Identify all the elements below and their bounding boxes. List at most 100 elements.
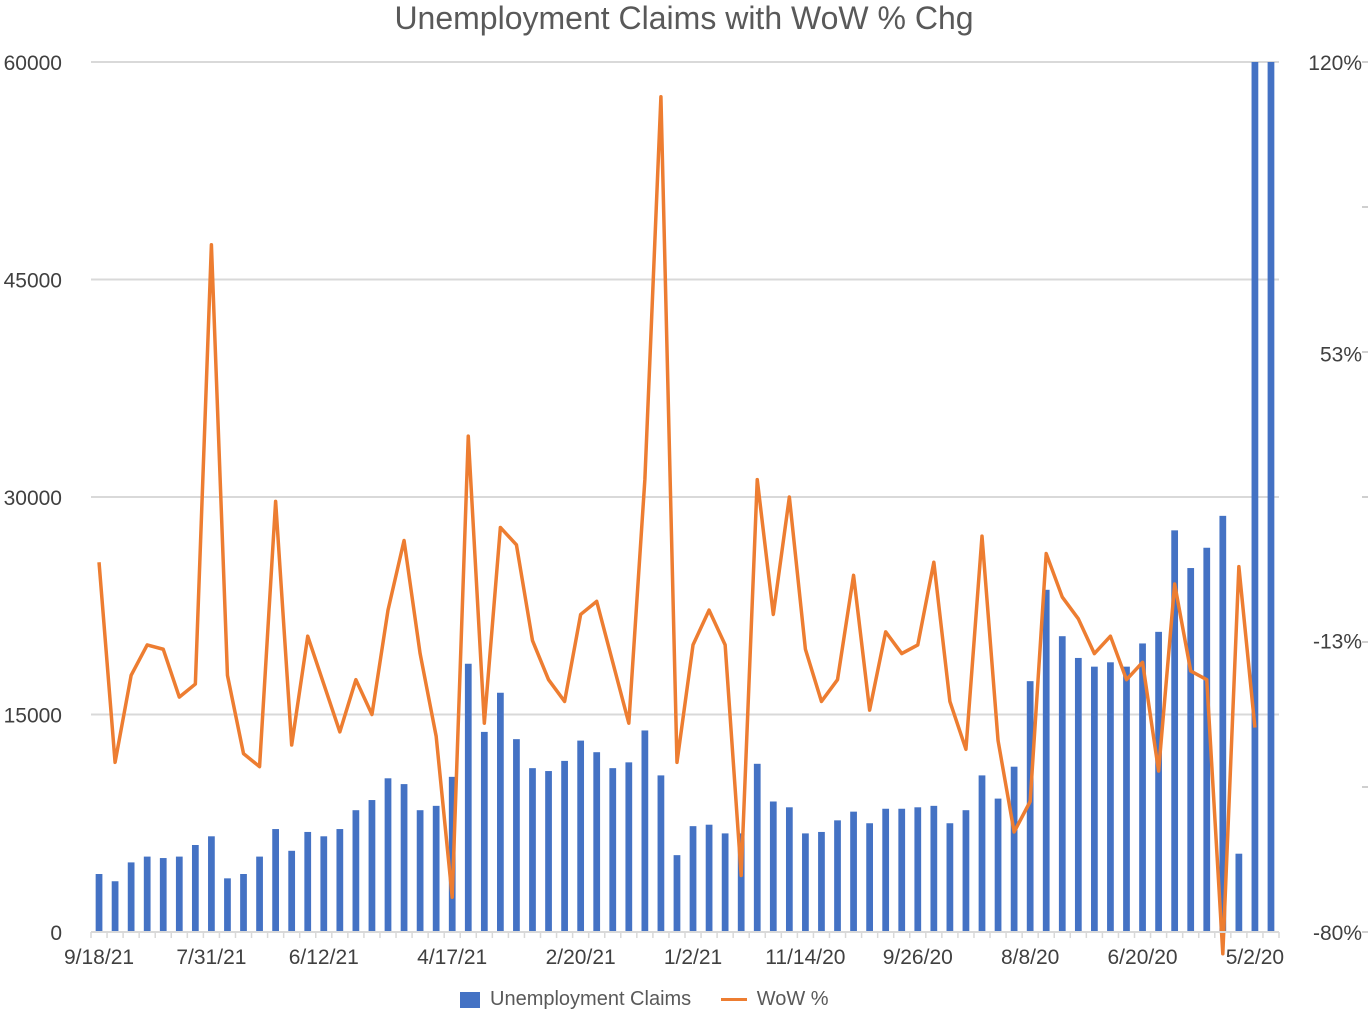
claims-bar xyxy=(432,805,440,932)
claims-bar xyxy=(336,829,344,932)
right-tick-label: -13% xyxy=(1313,631,1362,654)
legend: Unemployment Claims WoW % xyxy=(460,988,853,1011)
x-tick-label: 9/18/21 xyxy=(64,946,134,969)
left-tick-label: 60000 xyxy=(4,52,62,75)
legend-item-claims: Unemployment Claims xyxy=(460,988,691,1011)
claims-bar xyxy=(272,829,279,932)
claims-bar xyxy=(802,833,809,932)
legend-swatch-claims xyxy=(460,991,480,1008)
x-tick-label: 6/20/20 xyxy=(1108,946,1178,969)
claims-bar xyxy=(191,845,199,932)
right-tick-label: -80% xyxy=(1313,922,1362,945)
x-tick-label: 1/2/21 xyxy=(664,946,722,969)
claims-bar xyxy=(208,836,215,932)
claims-bar xyxy=(705,824,713,932)
claims-bar xyxy=(545,771,552,932)
x-axis: 9/18/21 7/31/21 6/12/21 4/17/21 2/20/21 1/2/2… xyxy=(64,931,1284,969)
claims-bar xyxy=(609,768,617,932)
gridlines xyxy=(91,61,1279,933)
x-tick-label: 4/17/21 xyxy=(417,946,487,969)
claims-bar xyxy=(689,826,697,932)
claims-bar xyxy=(914,807,922,932)
claims-bar xyxy=(737,833,745,932)
claims-bar xyxy=(480,731,488,932)
claims-bar xyxy=(785,807,793,932)
claims-bar xyxy=(753,763,761,932)
claims-bar xyxy=(625,762,633,932)
claims-bar xyxy=(159,858,167,932)
claims-bar xyxy=(288,850,296,932)
claims-bar xyxy=(513,739,520,932)
legend-swatch-wow xyxy=(720,998,747,1002)
x-tick-label: 8/8/20 xyxy=(1001,946,1059,969)
left-tick-label: 30000 xyxy=(4,487,62,510)
right-tick-label: 120% xyxy=(1308,52,1362,75)
claims-bar xyxy=(464,663,472,932)
left-tick-label: 15000 xyxy=(4,705,62,728)
x-tick-label: 11/14/20 xyxy=(765,946,845,969)
claims-bar xyxy=(866,823,873,932)
left-tick-label: 45000 xyxy=(4,270,62,293)
claims-bar xyxy=(1187,568,1195,932)
claims-bar xyxy=(320,836,328,932)
claims-bar xyxy=(529,768,536,932)
claims-bar xyxy=(898,808,906,932)
claims-bars xyxy=(95,62,1275,932)
claims-bar xyxy=(1010,766,1018,932)
claims-bar xyxy=(1123,666,1130,932)
claims-bar xyxy=(1203,547,1211,932)
claims-bar xyxy=(593,752,601,932)
claims-bar xyxy=(673,855,681,932)
right-axis-ticks: -80% -13% 53% 120% xyxy=(1308,52,1368,945)
x-tick-label: 6/12/21 xyxy=(289,946,359,969)
legend-label-claims: Unemployment Claims xyxy=(490,988,692,1010)
claims-bar xyxy=(818,831,825,932)
claims-bar xyxy=(834,820,841,932)
claims-bar xyxy=(384,778,392,932)
x-tick-label: 5/2/20 xyxy=(1226,946,1284,969)
claims-bar xyxy=(240,874,247,932)
claims-bar xyxy=(850,811,857,932)
claims-bar xyxy=(111,881,119,932)
claims-bar xyxy=(1235,853,1243,932)
claims-bar xyxy=(577,740,585,932)
legend-item-wow: WoW % xyxy=(720,988,829,1011)
claims-bar xyxy=(1091,666,1098,932)
claims-bar xyxy=(175,856,183,932)
claims-bar xyxy=(978,775,986,932)
claims-bar xyxy=(930,805,938,932)
claims-bar xyxy=(143,856,151,932)
right-tick-label: 53% xyxy=(1320,343,1362,366)
claims-bar xyxy=(1267,62,1275,932)
claims-bar xyxy=(1219,515,1227,932)
claims-bar xyxy=(882,808,890,932)
claims-bar xyxy=(994,798,1002,932)
claims-bar xyxy=(256,856,263,932)
claims-bar xyxy=(641,730,649,932)
claims-bar xyxy=(224,878,231,932)
claims-bar xyxy=(946,823,954,932)
chart-title: Unemployment Claims with WoW % Chg xyxy=(394,0,974,36)
x-tick-label: 9/26/20 xyxy=(883,946,953,969)
claims-bar xyxy=(127,862,135,932)
claims-bar xyxy=(1058,636,1066,932)
legend-label-wow: WoW % xyxy=(756,988,829,1010)
claims-bar xyxy=(1074,657,1082,932)
claims-bar xyxy=(721,833,729,932)
left-axis-ticks: 0 15000 30000 45000 60000 xyxy=(4,52,62,945)
claims-bar xyxy=(657,775,665,932)
claims-bar xyxy=(497,692,504,932)
claims-bar xyxy=(1139,643,1146,932)
claims-bar xyxy=(1171,530,1179,932)
x-tick-label: 7/31/21 xyxy=(176,946,246,969)
claims-bar xyxy=(561,760,568,932)
claims-bar xyxy=(962,810,970,932)
claims-bar xyxy=(769,801,777,932)
wow-line xyxy=(97,95,1257,956)
claims-bar xyxy=(1026,681,1034,932)
claims-bar xyxy=(95,874,103,932)
claims-bar xyxy=(1042,589,1050,932)
claims-bar xyxy=(1251,62,1259,932)
claims-bar xyxy=(1155,631,1162,932)
